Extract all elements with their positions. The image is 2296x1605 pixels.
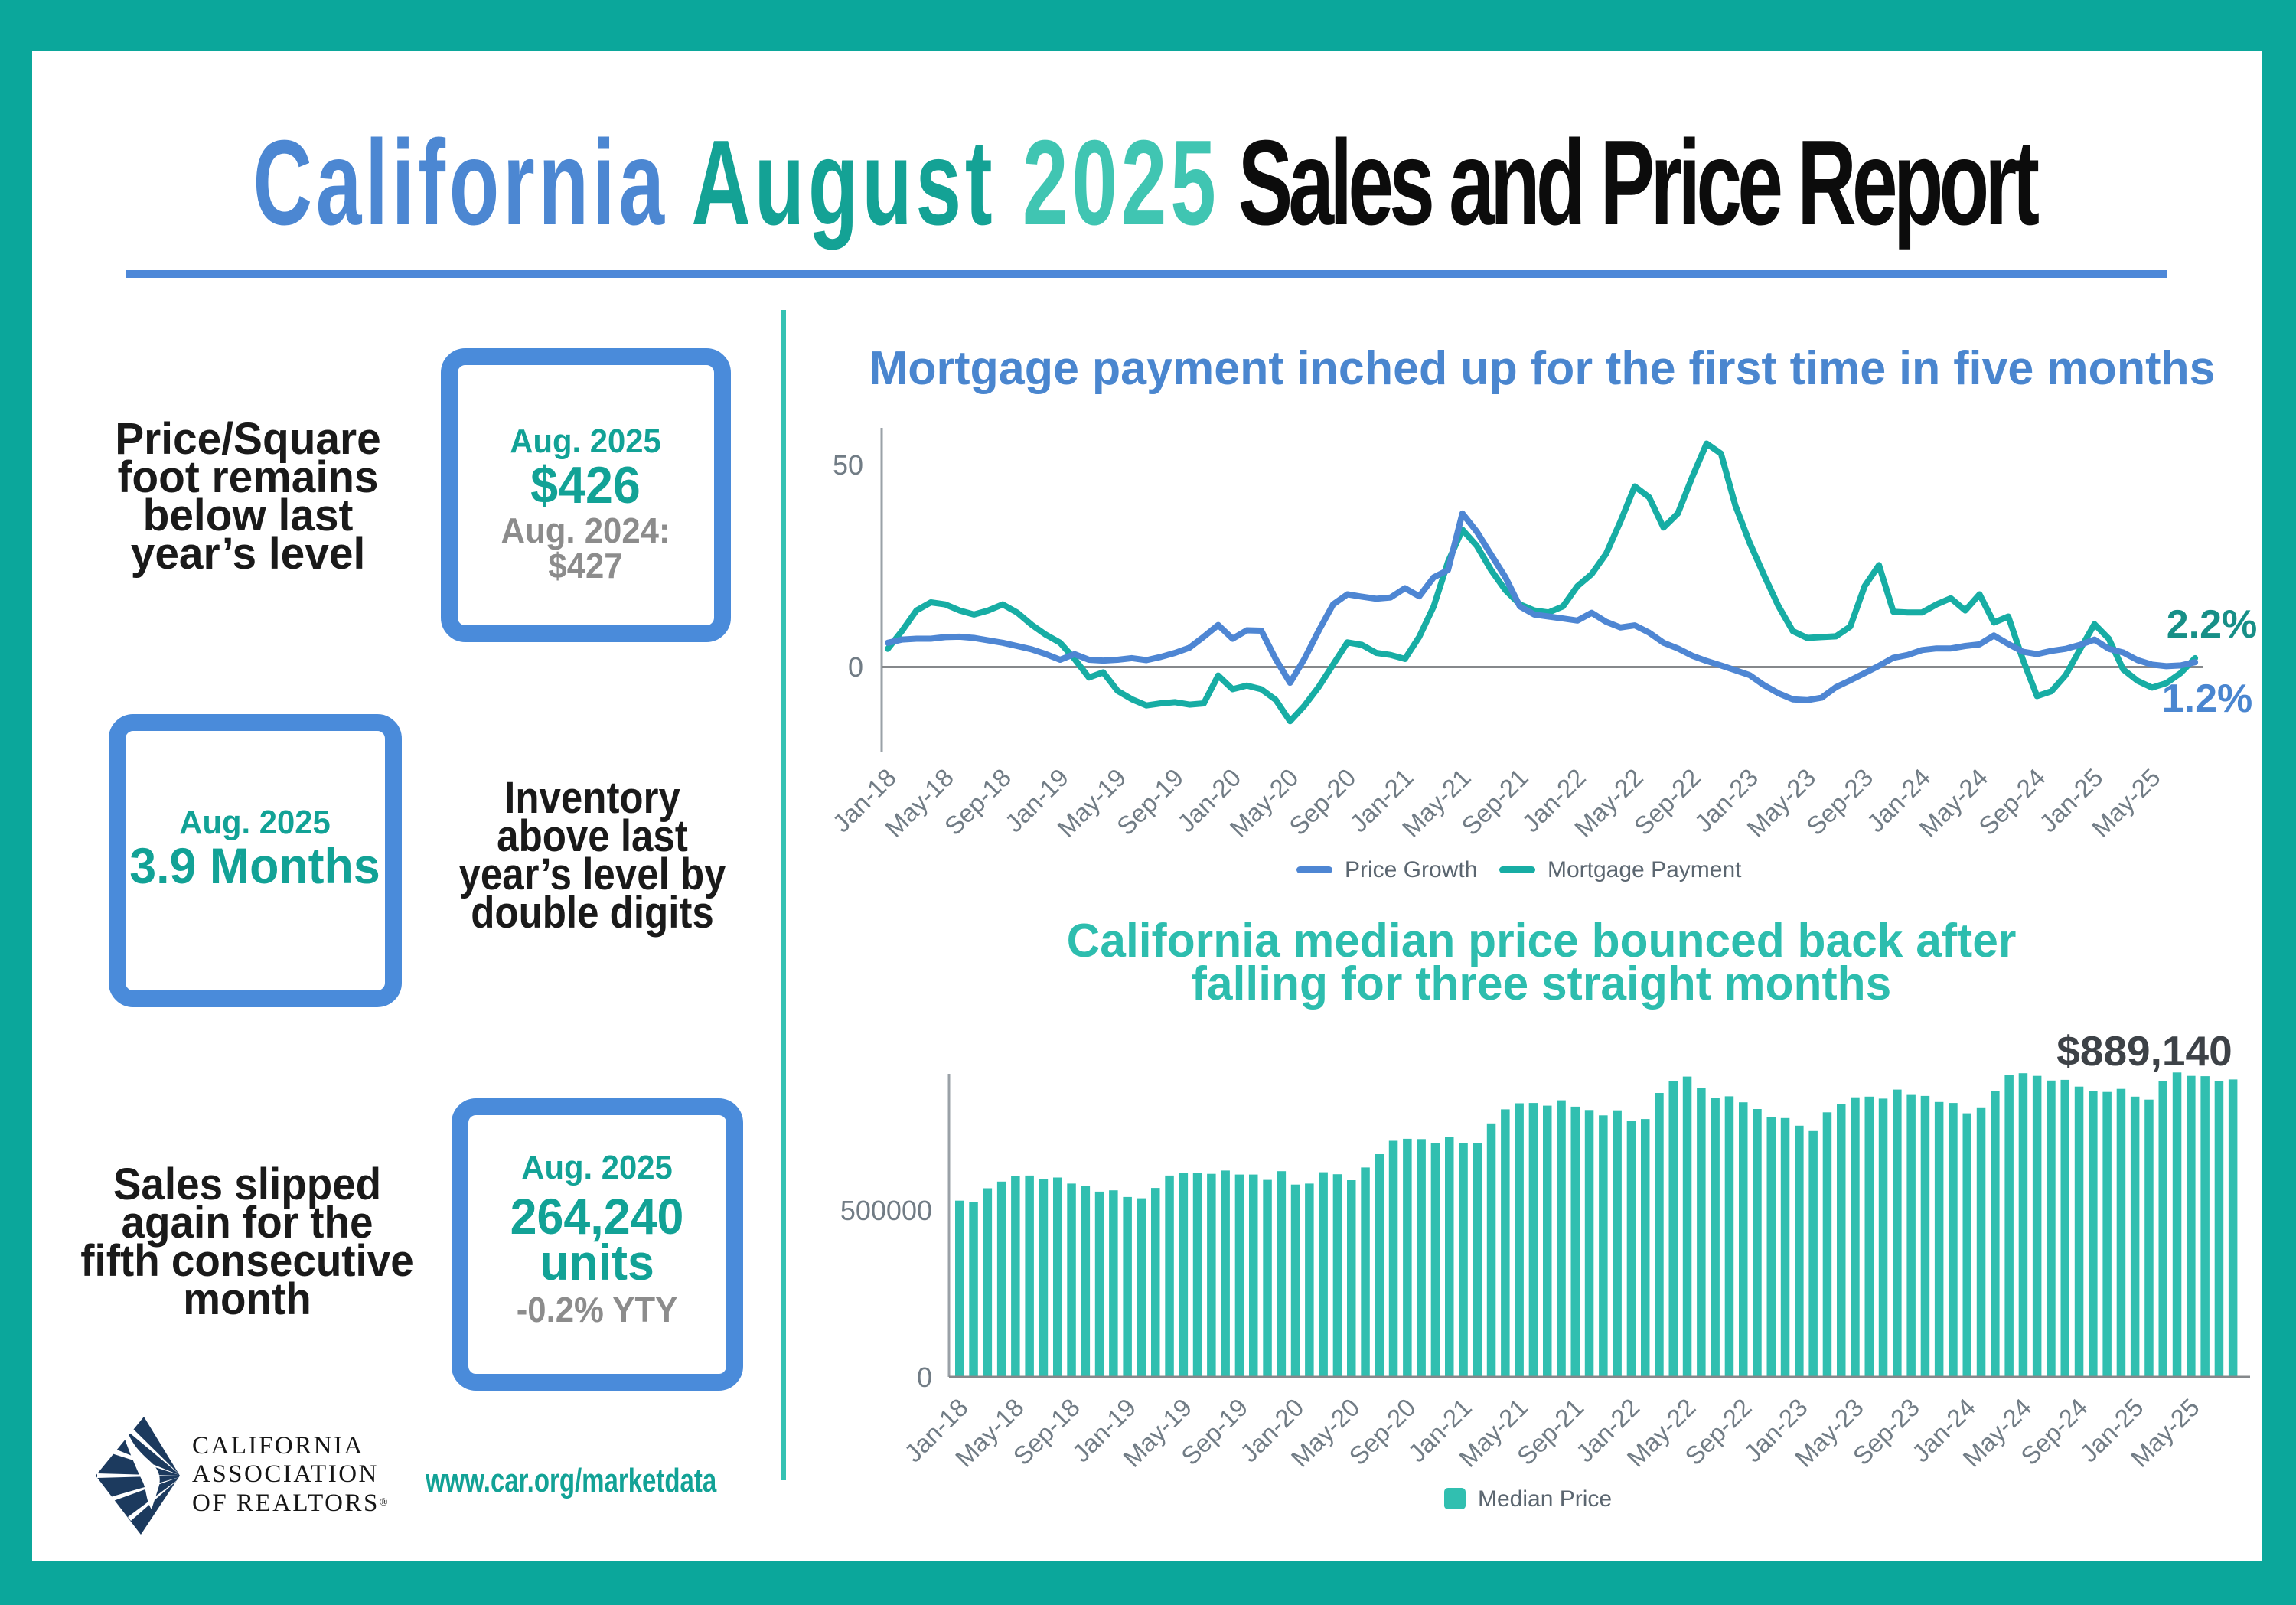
svg-text:$889,140: $889,140 [2056, 1027, 2232, 1075]
svg-text:0: 0 [917, 1362, 932, 1393]
svg-text:50: 50 [833, 449, 863, 481]
svg-text:500000: 500000 [840, 1195, 932, 1226]
svg-text:1.2%: 1.2% [2162, 677, 2253, 721]
svg-text:Median Price: Median Price [1478, 1486, 1612, 1512]
svg-text:Price Growth: Price Growth [1345, 857, 1477, 882]
svg-text:Mortgage Payment: Mortgage Payment [1548, 857, 1742, 882]
svg-text:2.2%: 2.2% [2167, 602, 2258, 647]
svg-text:0: 0 [848, 651, 863, 683]
